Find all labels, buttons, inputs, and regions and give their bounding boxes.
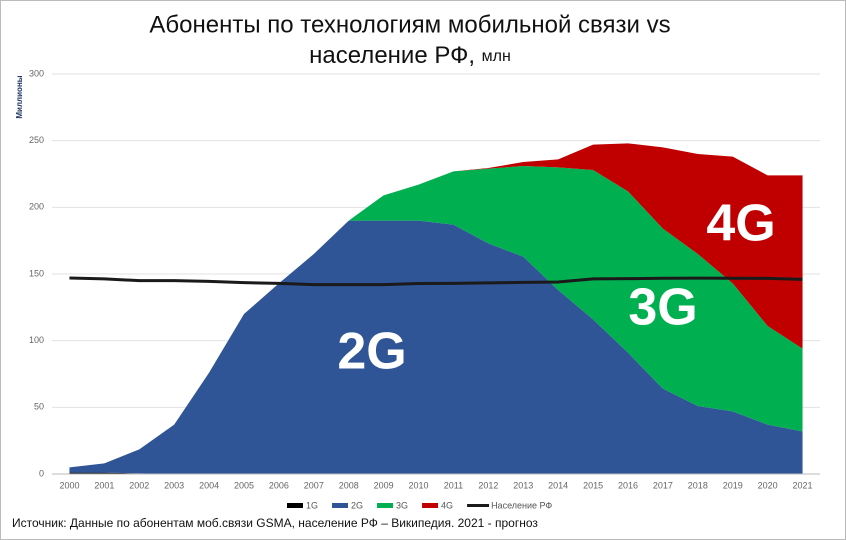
x-tick-label: 2016	[618, 480, 638, 490]
area	[69, 166, 803, 468]
y-tick-label: 250	[29, 135, 44, 145]
x-tick-label: 2002	[129, 480, 149, 490]
chart-title: Абоненты по технологиям мобильной связи …	[149, 11, 670, 38]
x-tick-label: 2004	[199, 480, 219, 490]
area-label: 2G	[337, 323, 406, 381]
area-label: 4G	[706, 195, 775, 253]
line	[69, 276, 803, 287]
legend-swatch	[377, 503, 394, 508]
legend-label: Население РФ	[491, 500, 552, 510]
x-tick-label: 2006	[269, 480, 289, 490]
source-note: Источник: Данные по абонентам моб.связи …	[12, 516, 538, 530]
area-label: 3G	[628, 279, 697, 337]
x-tick-label: 2017	[653, 480, 673, 490]
x-tick-label: 2020	[758, 480, 778, 490]
title-unit: млн	[482, 48, 511, 65]
y-tick-label: 0	[39, 468, 44, 478]
x-tick-label: 2021	[793, 480, 813, 490]
legend-swatch	[422, 503, 439, 508]
legend-label: 3G	[396, 500, 408, 510]
chart-title: население РФ, млн	[309, 42, 511, 69]
y-tick-label: 50	[34, 402, 44, 412]
legend-swatch	[467, 504, 490, 507]
x-tick-label: 2013	[513, 480, 533, 490]
x-tick-label: 2009	[374, 480, 394, 490]
x-tick-label: 2005	[234, 480, 254, 490]
x-tick-label: 2003	[164, 480, 184, 490]
area	[69, 143, 803, 468]
x-tick-label: 2000	[59, 480, 79, 490]
x-tick-label: 2019	[723, 480, 743, 490]
y-tick-label: 100	[29, 335, 44, 345]
area	[69, 220, 803, 474]
legend-swatch	[332, 503, 349, 508]
legend-swatch	[287, 503, 303, 508]
legend-label: 1G	[306, 500, 318, 510]
x-tick-label: 2012	[478, 480, 498, 490]
title-line: население РФ,	[309, 42, 475, 69]
y-tick-label: 300	[29, 68, 44, 78]
legend-label: 4G	[441, 500, 453, 510]
x-tick-label: 2018	[688, 480, 708, 490]
x-tick-label: 2014	[548, 480, 568, 490]
y-tick-label: 150	[29, 268, 44, 278]
y-axis-label: Миллионы	[15, 75, 24, 118]
x-tick-label: 2015	[583, 480, 603, 490]
x-tick-label: 2007	[304, 480, 324, 490]
legend-label: 2G	[351, 500, 363, 510]
x-tick-label: 2008	[339, 480, 359, 490]
x-tick-label: 2001	[94, 480, 114, 490]
x-tick-label: 2011	[444, 480, 463, 490]
x-tick-label: 2010	[409, 480, 429, 490]
y-tick-label: 200	[29, 202, 44, 212]
